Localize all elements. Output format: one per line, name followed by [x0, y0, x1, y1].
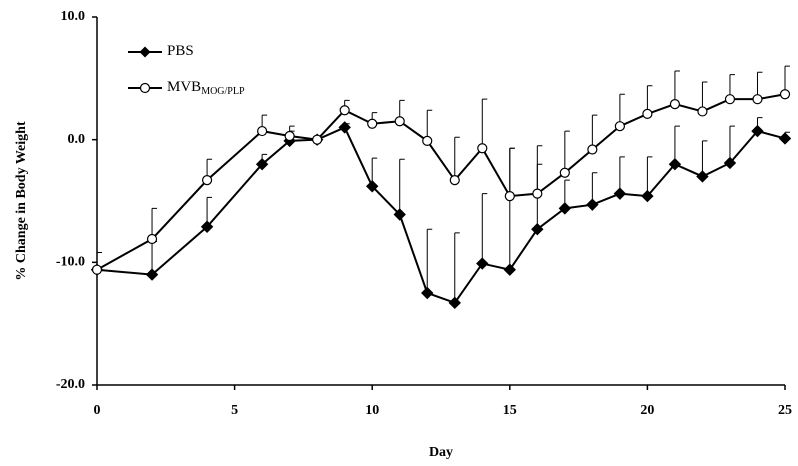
error-bar [591, 114, 598, 150]
data-point [338, 121, 351, 134]
error-bar [674, 125, 680, 165]
data-point [752, 94, 763, 105]
legend-name: PBS [167, 43, 194, 59]
data-point [257, 125, 268, 137]
data-point [504, 190, 515, 202]
data-point [200, 220, 214, 233]
error-bar [509, 147, 515, 197]
error-bar [646, 156, 653, 197]
y-tick-label: -10.0 [56, 255, 85, 270]
error-bar [564, 130, 570, 173]
error-bar [399, 158, 405, 215]
data-point [586, 198, 599, 211]
data-point [559, 167, 570, 178]
data-point [365, 180, 379, 193]
error-bar [674, 70, 680, 105]
data-point [669, 98, 681, 110]
error-bar [619, 156, 625, 194]
data-point [723, 156, 737, 170]
data-point [696, 170, 709, 183]
data-point [503, 263, 517, 276]
data-point [284, 130, 295, 142]
data-point [367, 118, 378, 129]
data-point [613, 187, 627, 200]
data-point [422, 135, 433, 146]
data-point [558, 202, 572, 215]
error-bar [426, 109, 433, 141]
data-point [201, 175, 213, 186]
x-tick-label: 25 [778, 403, 792, 418]
series-line [96, 93, 786, 271]
data-point [476, 257, 489, 270]
data-point [91, 264, 103, 275]
y-tick-label: 0.0 [68, 132, 86, 147]
error-bar [151, 207, 158, 240]
data-point [477, 143, 488, 154]
data-point [448, 296, 461, 310]
data-point [531, 223, 544, 236]
x-tick-label: 5 [231, 403, 238, 418]
y-tick-label: -20.0 [56, 377, 85, 392]
y-axis-label: % Change in Body Weight [14, 121, 29, 281]
data-point [312, 134, 323, 145]
error-bar [536, 145, 543, 194]
data-point [697, 106, 708, 117]
legend-marker [139, 46, 151, 58]
data-point [614, 121, 625, 132]
error-bar [454, 232, 460, 303]
x-tick-label: 0 [94, 403, 101, 418]
series-line [96, 126, 786, 305]
data-point [779, 89, 791, 100]
legend-label: MVBMOG/PLP [167, 79, 245, 97]
x-tick-label: 10 [365, 403, 379, 418]
data-point [146, 233, 158, 245]
data-point [339, 105, 350, 116]
x-axis-label: Day [429, 445, 453, 460]
error-bar [426, 228, 433, 293]
y-tick-label: 10.0 [61, 9, 86, 24]
data-point [587, 144, 598, 155]
error-bar [481, 98, 488, 149]
data-point [668, 157, 682, 171]
x-tick-label: 20 [640, 403, 654, 418]
legend-name: MVB [167, 79, 201, 95]
data-point [751, 124, 764, 138]
error-bar [619, 93, 625, 127]
legend-marker [139, 82, 151, 94]
data-point [642, 108, 653, 120]
data-point [421, 286, 434, 300]
data-point [449, 175, 460, 186]
data-point [393, 208, 406, 221]
legend-label: PBS [167, 43, 194, 59]
error-bar [481, 193, 488, 264]
error-bar [454, 136, 460, 181]
data-point [778, 132, 792, 145]
data-point [641, 189, 654, 203]
legend-subscript: MOG/PLP [201, 86, 245, 97]
data-point [724, 94, 736, 105]
data-point [145, 268, 159, 281]
data-point [255, 157, 269, 171]
error-bar [509, 147, 515, 270]
data-point [532, 188, 543, 199]
data-point [394, 116, 405, 127]
x-tick-label: 15 [503, 403, 517, 418]
